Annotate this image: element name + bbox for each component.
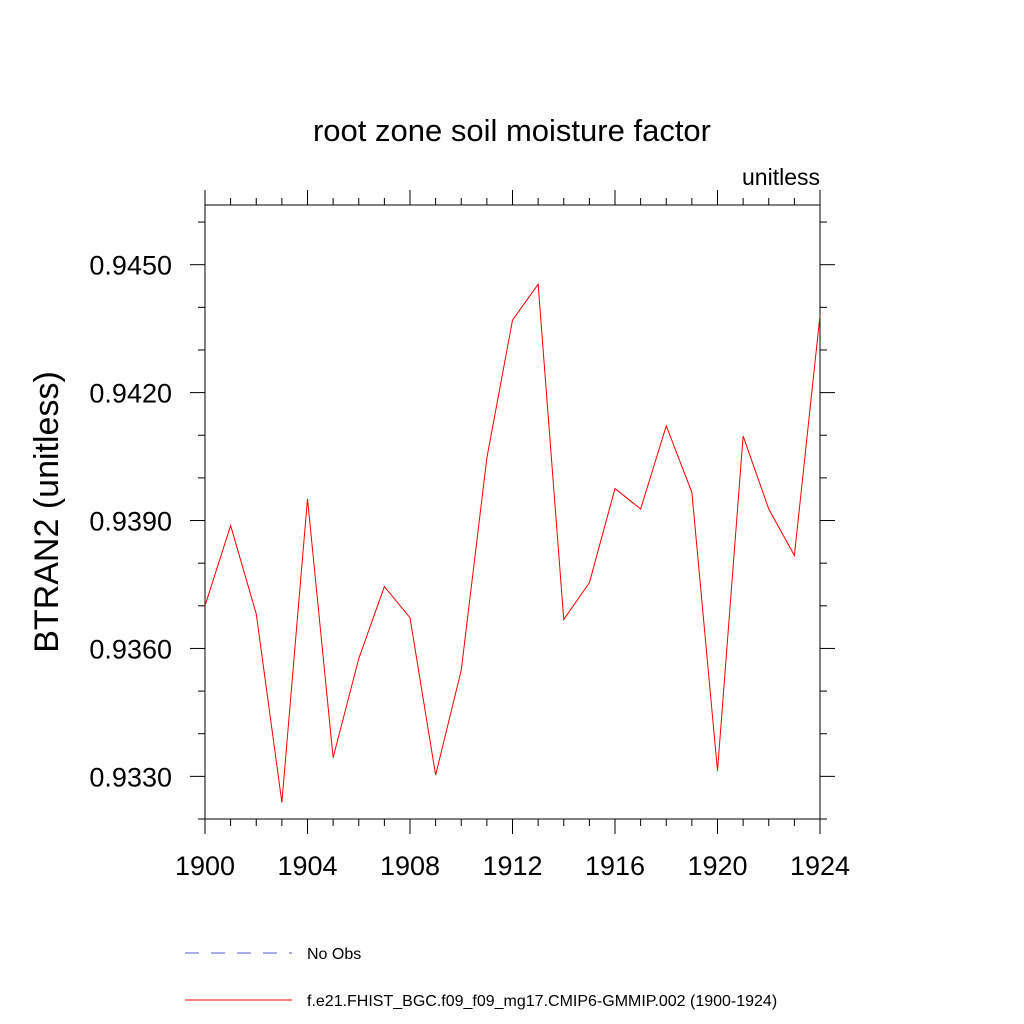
x-tick-label: 1908 [380, 851, 440, 881]
y-tick-label: 0.9450 [89, 251, 172, 281]
x-tick-label: 1912 [482, 851, 542, 881]
x-tick-label: 1916 [585, 851, 645, 881]
chart-title: root zone soil moisture factor [313, 113, 711, 148]
units-label: unitless [742, 164, 820, 190]
x-tick-label: 1900 [175, 851, 235, 881]
legend-label-no-obs: No Obs [307, 946, 361, 963]
y-tick-label: 0.9420 [89, 379, 172, 409]
x-tick-label: 1904 [277, 851, 337, 881]
y-tick-label: 0.9360 [89, 634, 172, 664]
legend-label-model-run: f.e21.FHIST_BGC.f09_f09_mg17.CMIP6-GMMIP… [307, 993, 777, 1010]
series-line-0 [204, 282, 821, 803]
plot-frame [204, 204, 821, 820]
x-tick-label: 1920 [687, 851, 747, 881]
y-axis-label: BTRAN2 (unitless) [28, 371, 66, 653]
y-tick-label: 0.9390 [89, 507, 172, 537]
x-tick-label: 1924 [790, 851, 850, 881]
legend: No Obs f.e21.FHIST_BGC.f09_f09_mg17.CMIP… [185, 946, 777, 1010]
y-tick-label: 0.9330 [89, 762, 172, 792]
